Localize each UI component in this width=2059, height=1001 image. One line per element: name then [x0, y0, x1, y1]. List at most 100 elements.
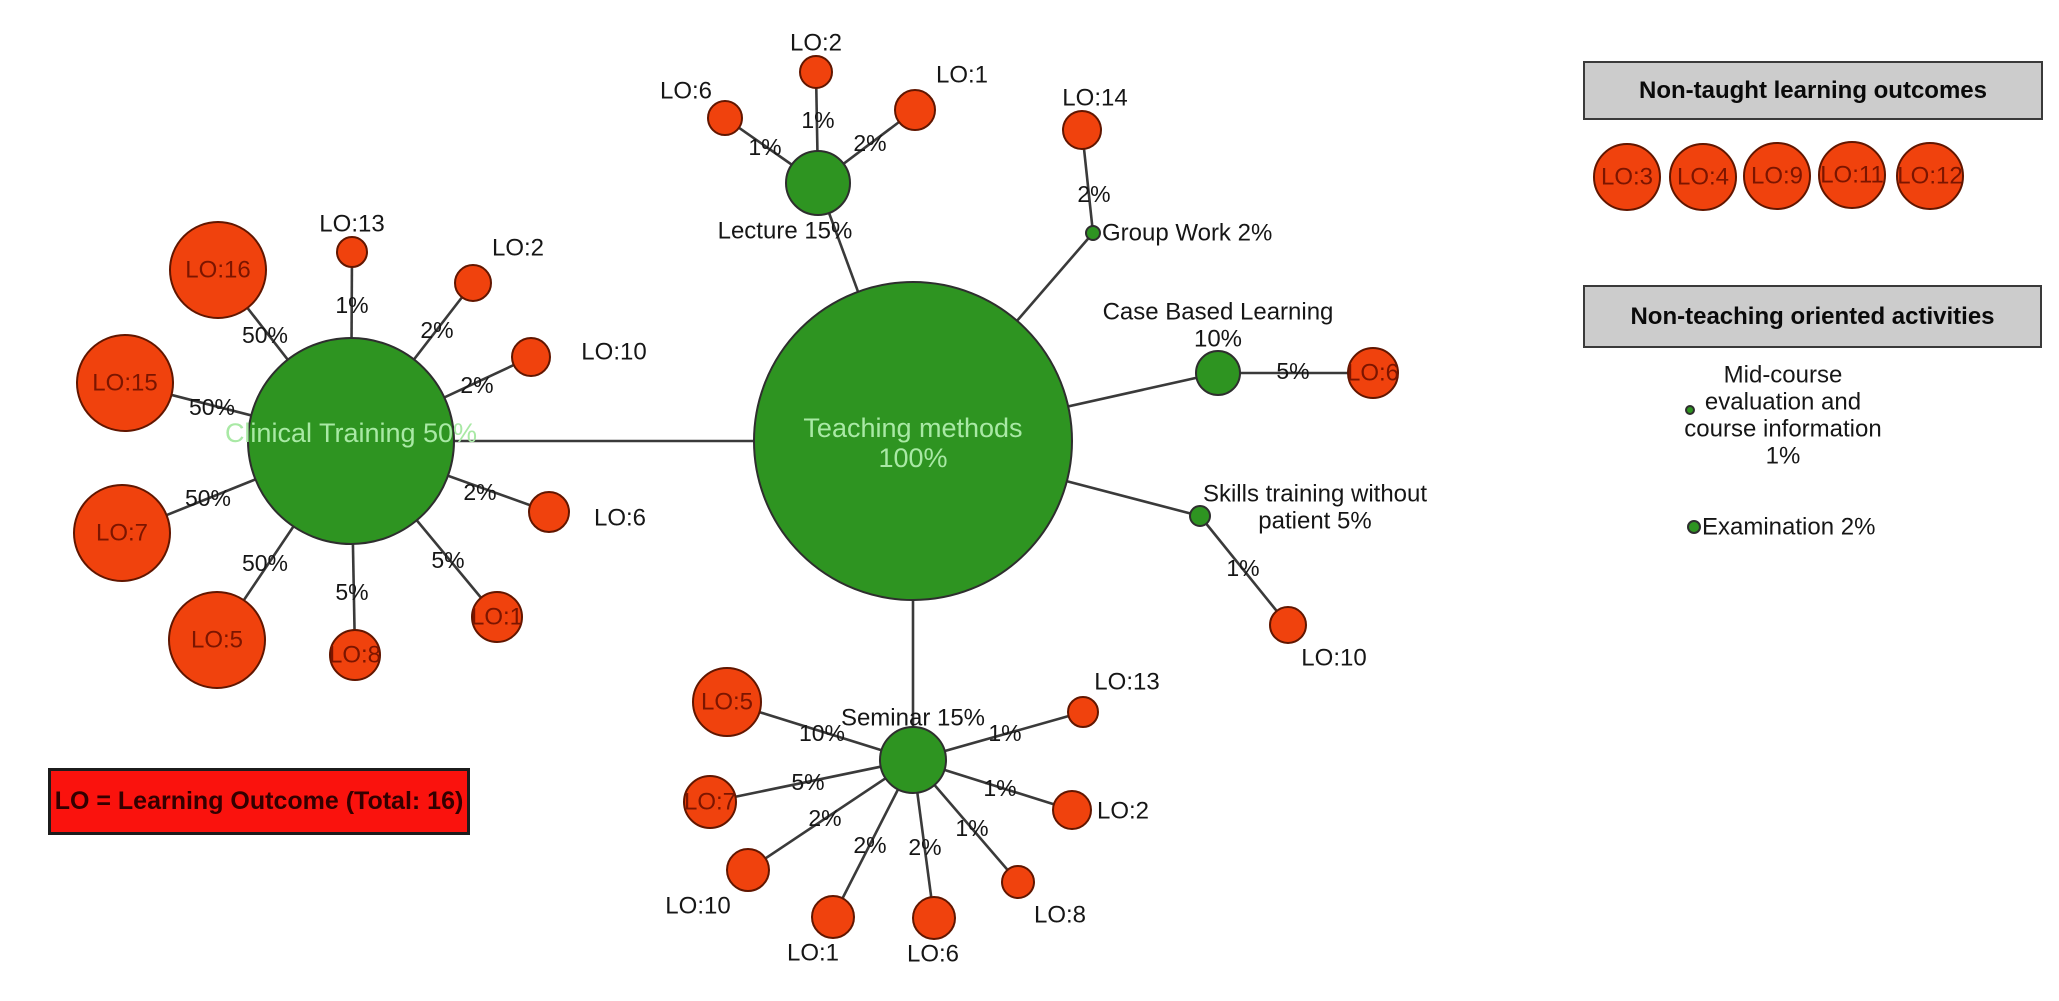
label-midcourse-line4: 1%	[1766, 443, 1801, 470]
node-m13	[1067, 696, 1099, 728]
node-g14	[1062, 110, 1102, 150]
label-n9: LO:9	[1751, 163, 1803, 190]
label-b6: LO:6	[1347, 360, 1399, 387]
node-c1	[471, 591, 523, 643]
edge-label-skills-s10: 1%	[1226, 555, 1259, 581]
node-c15	[76, 334, 174, 432]
node-c6	[528, 491, 570, 533]
edge-label-clinical-c6: 2%	[463, 479, 496, 505]
label-n11: LO:11	[1820, 162, 1884, 189]
node-n12	[1896, 142, 1964, 210]
node-lecture	[785, 150, 851, 216]
edge-seminar-m7	[709, 758, 914, 804]
label-m5: LO:5	[701, 689, 753, 716]
label-clinical: Clinical Training 50%	[225, 418, 477, 448]
edge-label-seminar-m5: 10%	[799, 720, 845, 746]
label-groupwork: Group Work 2%	[1102, 220, 1272, 247]
edge-label-lecture-l2: 1%	[801, 107, 834, 133]
node-l2	[799, 55, 833, 89]
node-b6	[1347, 347, 1399, 399]
edge-label-seminar-m10: 2%	[808, 805, 841, 831]
node-groupwork	[1085, 225, 1101, 241]
node-n9	[1743, 142, 1811, 210]
label-l1: LO:1	[936, 62, 988, 89]
node-exam	[1687, 520, 1701, 534]
label-l2: LO:2	[790, 30, 842, 57]
label-m10: LO:10	[665, 893, 730, 920]
label-c10: LO:10	[581, 339, 646, 366]
edge-label-clinical-c13: 1%	[335, 292, 368, 318]
node-n3	[1593, 143, 1661, 211]
node-m10	[726, 848, 770, 892]
label-m2: LO:2	[1097, 798, 1149, 825]
label-m8: LO:8	[1034, 902, 1086, 929]
node-c5	[168, 591, 266, 689]
edge-label-groupwork-g14: 2%	[1077, 181, 1110, 207]
legend-text: LO = Learning Outcome (Total: 16)	[54, 787, 464, 815]
label-c15: LO:15	[92, 370, 157, 397]
edge-label-seminar-m6: 2%	[908, 834, 941, 860]
node-seminar	[879, 726, 947, 794]
node-m8	[1001, 865, 1035, 899]
label-c6: LO:6	[594, 505, 646, 532]
label-teaching-line1: Teaching methods	[803, 413, 1022, 443]
label-n3: LO:3	[1601, 164, 1653, 191]
node-clinical	[247, 337, 455, 545]
edge-label-lecture-l6: 1%	[748, 134, 781, 160]
label-l6: LO:6	[660, 78, 712, 105]
label-g14: LO:14	[1062, 85, 1127, 112]
edge-label-clinical-c7: 50%	[185, 485, 231, 511]
node-skills	[1189, 505, 1211, 527]
label-skills-line2: patient 5%	[1258, 508, 1371, 535]
edge-label-seminar-m7: 5%	[791, 769, 824, 795]
non-teaching-title: Non-teaching oriented activities	[1630, 302, 1995, 330]
label-midcourse-line2: evaluation and	[1705, 389, 1861, 416]
label-m6: LO:6	[907, 941, 959, 968]
non-taught-header: Non-taught learning outcomes	[1583, 61, 2043, 120]
node-c16	[169, 221, 267, 319]
node-l1	[894, 89, 936, 131]
edge-label-clinical-c2: 2%	[420, 317, 453, 343]
node-cbl	[1195, 350, 1241, 396]
label-c13: LO:13	[319, 211, 384, 238]
edge-label-seminar-m8: 1%	[955, 815, 988, 841]
label-lecture: Lecture 15%	[718, 218, 853, 245]
node-m7	[683, 775, 737, 829]
edge-label-clinical-c15: 50%	[189, 394, 235, 420]
label-m7: LO:7	[684, 789, 736, 816]
non-teaching-header: Non-teaching oriented activities	[1583, 285, 2042, 348]
edge-label-clinical-c16: 50%	[242, 322, 288, 348]
edge-label-clinical-c10: 2%	[460, 372, 493, 398]
node-n11	[1818, 141, 1886, 209]
edge-label-seminar-m1: 2%	[853, 832, 886, 858]
node-s10	[1269, 606, 1307, 644]
node-c13	[336, 236, 368, 268]
label-m13: LO:13	[1094, 669, 1159, 696]
node-c7	[73, 484, 171, 582]
node-teaching	[753, 281, 1073, 601]
node-c2	[454, 264, 492, 302]
label-m1: LO:1	[787, 940, 839, 967]
label-teaching-line2: 100%	[878, 443, 947, 473]
label-exam: Examination 2%	[1702, 514, 1875, 541]
label-skills-line1: Skills training without	[1203, 481, 1427, 508]
edge-skills-s10	[1198, 515, 1290, 626]
label-c5: LO:5	[191, 627, 243, 654]
label-seminar: Seminar 15%	[841, 705, 985, 732]
label-n12: LO:12	[1897, 163, 1962, 190]
edge-label-clinical-c5: 50%	[242, 550, 288, 576]
node-c8	[329, 629, 381, 681]
edge-label-lecture-l1: 2%	[853, 130, 886, 156]
label-midcourse-line3: course information	[1684, 416, 1881, 443]
node-m1	[811, 895, 855, 939]
label-c16: LO:16	[185, 257, 250, 284]
edge-label-clinical-c1: 5%	[431, 547, 464, 573]
label-n4: LO:4	[1677, 164, 1729, 191]
label-c2: LO:2	[492, 235, 544, 262]
label-c8: LO:8	[329, 642, 381, 669]
node-m5	[692, 667, 762, 737]
node-l6	[707, 100, 743, 136]
node-c10	[511, 337, 551, 377]
edge-label-seminar-m2: 1%	[983, 775, 1016, 801]
